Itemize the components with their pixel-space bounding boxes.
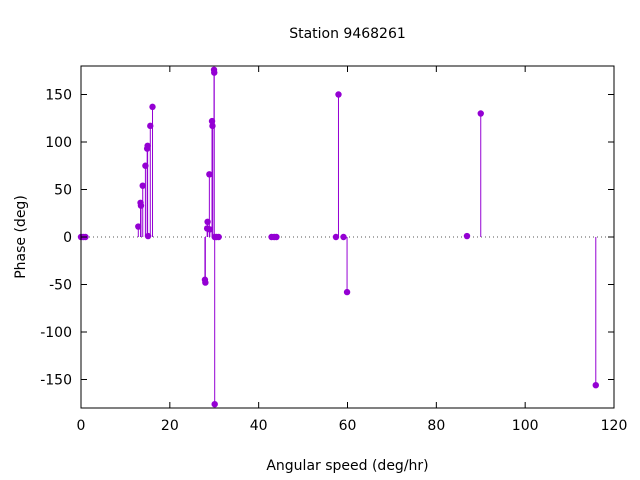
- x-tick-label: 20: [161, 418, 179, 434]
- x-tick-label: 40: [250, 418, 268, 434]
- y-tick-label: -50: [49, 278, 72, 294]
- chart-title: Station 9468261: [289, 26, 406, 42]
- y-tick-label: 0: [63, 230, 72, 246]
- data-point: [215, 233, 222, 241]
- data-point: [211, 401, 218, 408]
- data-point: [211, 69, 218, 76]
- data-point: [144, 142, 151, 149]
- data-point: [332, 233, 340, 241]
- y-tick-label: -150: [40, 373, 72, 389]
- data-point: [592, 382, 599, 389]
- data-point: [149, 103, 156, 111]
- x-axis-label: Angular speed (deg/hr): [266, 458, 428, 474]
- data-point: [206, 226, 214, 233]
- data-point: [135, 223, 142, 230]
- y-axis-ticks: -150 -100 -50 0 50 100 150: [40, 88, 614, 389]
- y-tick-label: 150: [45, 88, 72, 104]
- x-tick-label: 120: [601, 418, 628, 434]
- data-point: [144, 232, 152, 240]
- x-tick-label: 60: [339, 418, 357, 434]
- y-tick-label: 100: [45, 135, 72, 151]
- data-point: [335, 91, 342, 98]
- y-axis-label: Phase (deg): [13, 195, 29, 279]
- data-point: [147, 122, 154, 130]
- x-tick-label: 100: [512, 418, 539, 434]
- x-tick-label: 80: [427, 418, 445, 434]
- data-point: [202, 279, 209, 286]
- y-tick-label: 50: [54, 183, 72, 199]
- y-tick-label: -100: [40, 325, 72, 341]
- data-point: [139, 182, 146, 189]
- data-point: [343, 288, 351, 296]
- x-axis-ticks: 0 20 40 60 80 100 120: [77, 66, 628, 434]
- data-point: [340, 233, 347, 241]
- data-point: [477, 110, 484, 117]
- data-point: [206, 171, 213, 178]
- data-marks: [77, 66, 599, 408]
- x-tick-label: 0: [77, 418, 86, 434]
- data-point: [463, 232, 471, 240]
- data-point: [273, 233, 280, 241]
